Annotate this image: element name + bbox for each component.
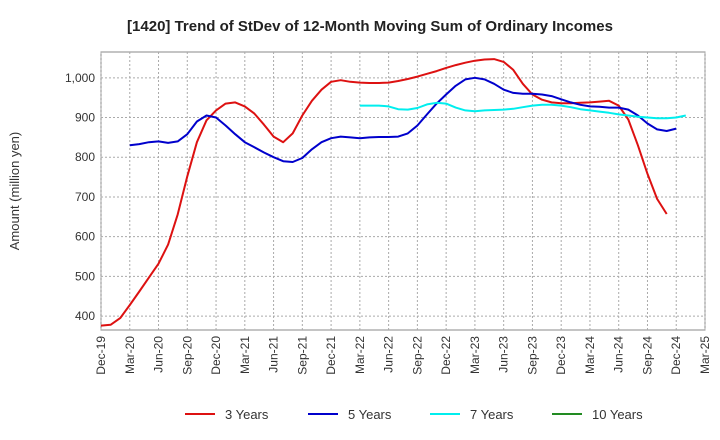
x-tick-label: Mar-20 <box>123 336 137 374</box>
y-tick-label: 1,000 <box>65 71 95 85</box>
legend-label: 10 Years <box>592 407 643 422</box>
y-axis-label: Amount (million yen) <box>7 132 22 251</box>
series-lines <box>100 58 687 327</box>
x-tick-label: Jun-23 <box>497 336 511 373</box>
gridlines <box>100 52 706 330</box>
x-tick-label: Sep-22 <box>410 336 424 375</box>
x-tick-label: Jun-20 <box>152 336 166 373</box>
x-tick-label: Dec-23 <box>554 336 568 375</box>
x-tick-label: Jun-21 <box>267 336 281 373</box>
x-tick-label: Mar-23 <box>468 336 482 374</box>
x-tick-label: Jun-22 <box>382 336 396 373</box>
y-tick-label: 900 <box>75 111 95 125</box>
legend-label: 7 Years <box>470 407 514 422</box>
x-tick-label: Dec-20 <box>209 336 223 375</box>
x-axis-ticks: Dec-19 Mar-20 Jun-20 Sep-20 Dec-20 Mar-21 Jun-… <box>94 336 712 375</box>
x-tick-label: Dec-19 <box>94 336 108 375</box>
x-tick-label: Mar-21 <box>238 336 252 374</box>
x-tick-label: Sep-20 <box>180 336 194 375</box>
chart-title: [1420] Trend of StDev of 12-Month Moving… <box>127 18 613 35</box>
x-tick-label: Mar-25 <box>698 336 712 374</box>
x-tick-label: Dec-21 <box>324 336 338 375</box>
x-tick-label: Jun-24 <box>612 336 626 373</box>
series-line-5-years <box>129 76 677 163</box>
x-tick-label: Sep-21 <box>295 336 309 375</box>
x-tick-label: Dec-22 <box>439 336 453 375</box>
y-tick-label: 700 <box>75 190 95 204</box>
legend-label: 3 Years <box>225 407 269 422</box>
x-tick-label: Mar-24 <box>583 336 597 374</box>
y-tick-label: 600 <box>75 230 95 244</box>
x-tick-label: Sep-23 <box>525 336 539 375</box>
y-tick-label: 500 <box>75 269 95 283</box>
legend: 3 Years 5 Years 7 Years 10 Years <box>185 407 643 422</box>
series-line-7-years <box>359 101 687 120</box>
y-axis-ticks: 400 500 600 700 800 900 1,000 <box>65 71 95 323</box>
x-tick-label: Mar-22 <box>353 336 367 374</box>
x-tick-label: Sep-24 <box>640 336 654 375</box>
plot-area <box>100 51 706 331</box>
x-tick-label: Dec-24 <box>669 336 683 375</box>
y-tick-label: 800 <box>75 150 95 164</box>
legend-label: 5 Years <box>348 407 392 422</box>
y-tick-label: 400 <box>75 309 95 323</box>
